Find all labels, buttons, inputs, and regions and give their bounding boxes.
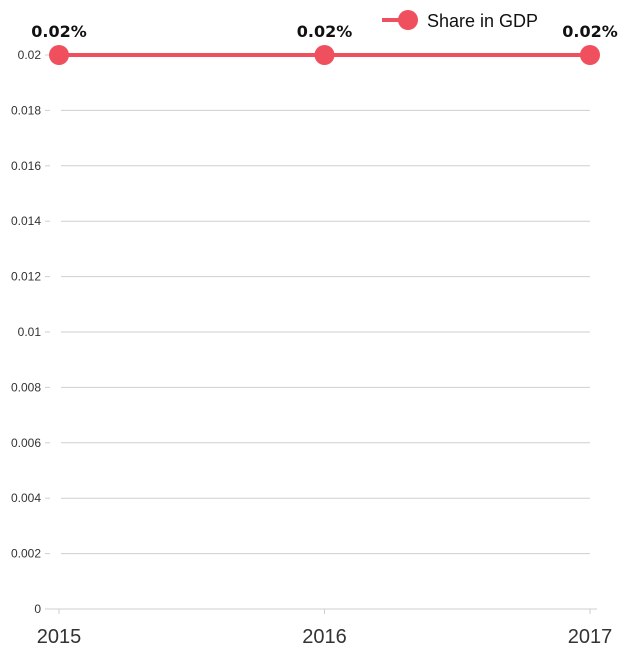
y-tick-label: 0.006 [11, 436, 41, 450]
x-tick-label: 2015 [37, 626, 82, 648]
y-tick-label: 0.002 [11, 547, 41, 561]
y-tick-label: 0.012 [11, 270, 41, 284]
y-tick-label: 0.018 [11, 103, 41, 117]
y-tick-label: 0.014 [11, 214, 41, 228]
x-tick-label: 2017 [568, 626, 613, 648]
data-label: 0.02% [562, 22, 618, 41]
y-tick-label: 0.02 [18, 48, 42, 62]
data-labels: 0.02% 0.02% 0.02% [31, 22, 618, 41]
x-tick-label: 2016 [302, 626, 347, 648]
legend[interactable]: Share in GDP [382, 10, 538, 31]
y-tick-label: 0.016 [11, 159, 41, 173]
data-point[interactable] [314, 45, 335, 65]
y-tick-label: 0.004 [11, 491, 41, 505]
y-tick-label: 0 [34, 602, 41, 616]
legend-dot-marker [398, 10, 418, 30]
data-point[interactable] [49, 45, 69, 65]
y-tick-label: 0.01 [18, 325, 42, 339]
data-label: 0.02% [297, 22, 353, 41]
data-point[interactable] [580, 45, 600, 65]
series-share-in-gdp [49, 45, 600, 65]
grid-lines [61, 54, 590, 555]
y-tick-label: 0.008 [11, 380, 41, 394]
x-axis: 2015 2016 2017 [37, 608, 613, 648]
y-axis-ticks: 0 0.002 0.004 0.006 0.008 0.01 0.012 0.014 0.016… [11, 48, 50, 616]
data-label: 0.02% [31, 22, 87, 41]
legend-label: Share in GDP [427, 11, 538, 31]
